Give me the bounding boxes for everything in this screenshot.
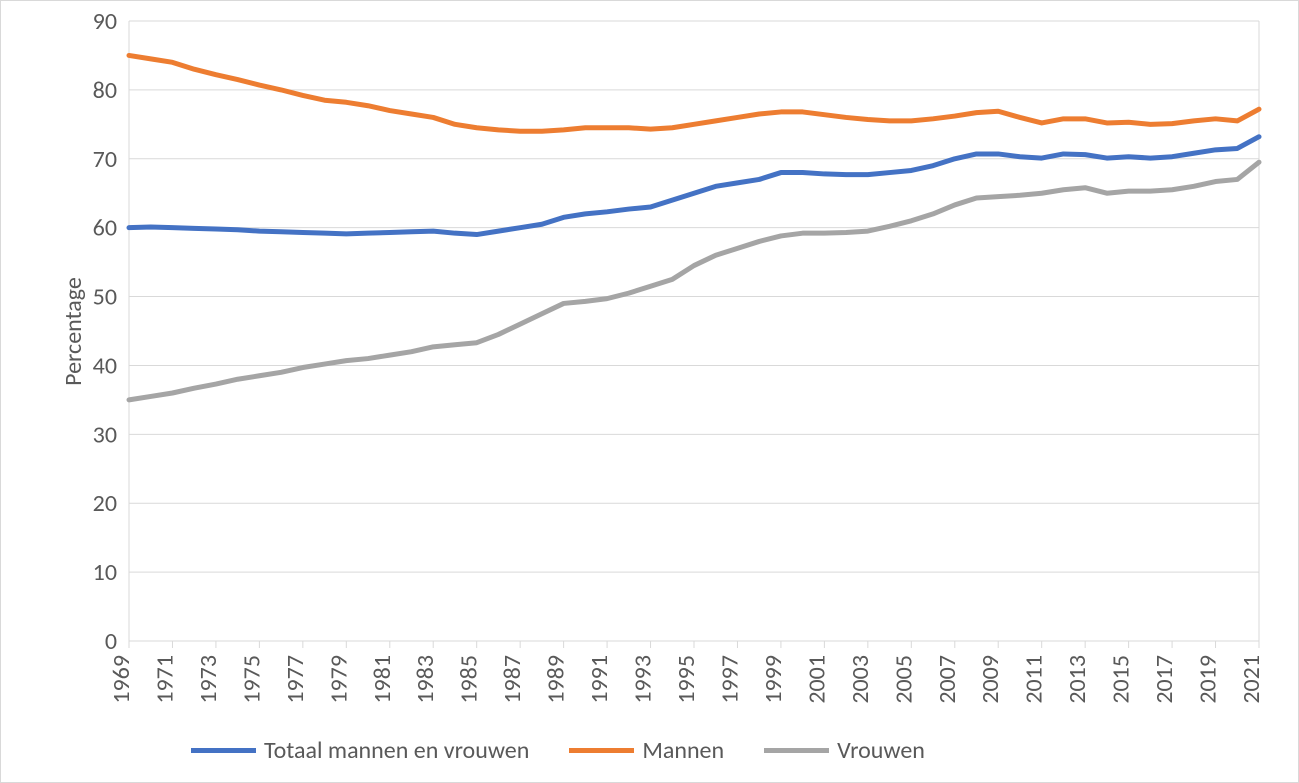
x-tick-label: 2021	[1237, 655, 1266, 704]
x-tick-label: 1995	[672, 655, 701, 704]
y-tick-label: 30	[93, 420, 117, 449]
y-axis-label: Percentage	[59, 277, 88, 386]
x-tick-label: 1989	[542, 655, 571, 704]
x-tick-label: 2003	[846, 655, 875, 704]
x-tick-label: 2007	[933, 655, 962, 704]
x-tick-label: 1993	[629, 655, 658, 704]
legend-swatch	[191, 748, 256, 753]
x-tick-label: 1997	[715, 655, 744, 704]
x-tick-label: 1977	[281, 655, 310, 704]
plot-area: 0102030405060708090196919711973197519771…	[129, 21, 1259, 641]
legend-swatch	[569, 748, 634, 753]
y-tick-label: 40	[93, 351, 117, 380]
y-tick-label: 0	[105, 627, 117, 656]
y-tick-label: 60	[93, 214, 117, 243]
legend-label: Totaal mannen en vrouwen	[264, 736, 529, 765]
legend-swatch	[764, 748, 829, 753]
x-tick-label: 2009	[976, 655, 1005, 704]
y-tick-label: 90	[93, 7, 117, 36]
series-line	[129, 55, 1259, 131]
series-line	[129, 162, 1259, 400]
legend-label: Mannen	[642, 736, 724, 765]
legend-item: Mannen	[569, 736, 724, 765]
x-tick-label: 1983	[411, 655, 440, 704]
x-tick-label: 1999	[759, 655, 788, 704]
y-tick-label: 70	[93, 145, 117, 174]
x-tick-label: 1987	[498, 655, 527, 704]
x-tick-label: 1971	[150, 655, 179, 704]
x-tick-label: 2019	[1194, 655, 1223, 704]
x-tick-label: 1981	[368, 655, 397, 704]
x-tick-label: 2001	[802, 655, 831, 704]
x-tick-label: 2013	[1063, 655, 1092, 704]
y-tick-label: 50	[93, 283, 117, 312]
legend: Totaal mannen en vrouwen Mannen Vrouwen	[191, 736, 925, 765]
x-tick-label: 1975	[237, 655, 266, 704]
x-tick-label: 2011	[1020, 655, 1049, 704]
x-tick-label: 2017	[1150, 655, 1179, 704]
x-tick-label: 2005	[889, 655, 918, 704]
legend-item: Totaal mannen en vrouwen	[191, 736, 529, 765]
chart-container: 0 10 20 30 40 50 60 70 80 90 1969 1971 1973 1975 1977 1…	[0, 0, 1299, 783]
legend-item: Vrouwen	[764, 736, 925, 765]
x-tick-label: 1973	[194, 655, 223, 704]
legend-label: Vrouwen	[837, 736, 925, 765]
y-tick-label: 20	[93, 489, 117, 518]
x-tick-label: 1985	[455, 655, 484, 704]
x-tick-label: 1979	[324, 655, 353, 704]
y-tick-label: 80	[93, 76, 117, 105]
y-tick-label: 10	[93, 558, 117, 587]
x-tick-label: 1969	[107, 655, 136, 704]
series-line	[129, 137, 1259, 235]
x-tick-label: 1991	[585, 655, 614, 704]
x-tick-label: 2015	[1107, 655, 1136, 704]
